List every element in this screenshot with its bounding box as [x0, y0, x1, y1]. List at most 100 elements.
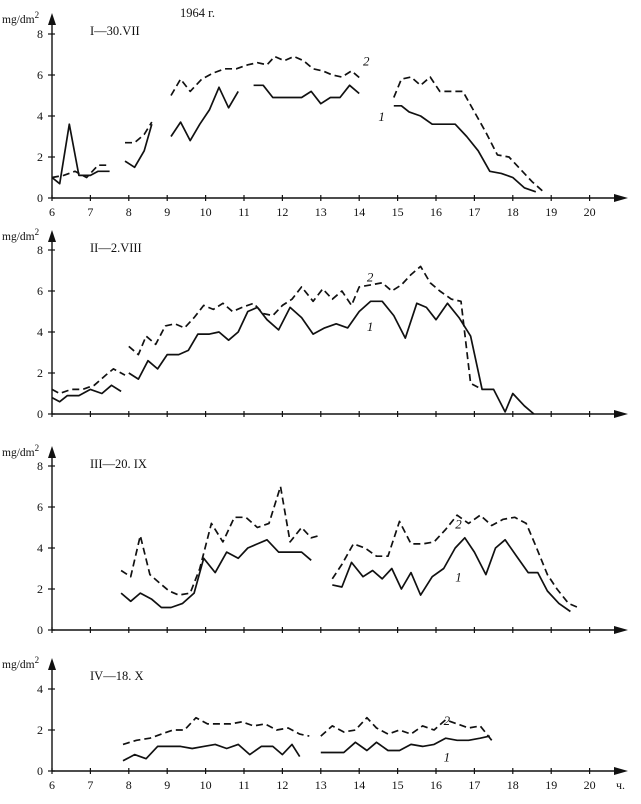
series-line	[51, 123, 110, 185]
y-tick-label: 8	[37, 243, 43, 257]
x-tick-label: 17	[468, 778, 480, 792]
y-tick-label: 8	[37, 27, 43, 41]
x-tick-label: 9	[164, 205, 170, 219]
panel-3: 0 2 4 6 8mg/dm2 III—20. IX 1 2	[2, 443, 628, 637]
y-tick-label: 2	[37, 366, 43, 380]
y-axis-arrow	[48, 13, 56, 25]
x-tick-label: 10	[200, 778, 212, 792]
series-line	[393, 76, 545, 193]
series-line	[331, 514, 579, 609]
panel-title: II—2.VIII	[90, 241, 142, 255]
series-line	[253, 84, 360, 105]
x-tick-label: 14	[353, 778, 365, 792]
y-axis-arrow	[48, 446, 56, 458]
series-line	[170, 55, 362, 96]
x-tick-label: 15	[392, 205, 404, 219]
x-tick-label: 7	[87, 205, 93, 219]
y-tick-label: 0	[37, 623, 43, 637]
y-tick-label: 4	[37, 325, 43, 339]
x-tick-label: 18	[507, 778, 519, 792]
y-axis-label: mg/dm2	[2, 10, 39, 26]
x-tick-label: 14	[353, 205, 365, 219]
x-axis-arrow	[614, 626, 628, 634]
y-tick-label: 6	[37, 284, 43, 298]
series-label: 1	[367, 319, 374, 334]
y-axis-label: mg/dm2	[2, 227, 39, 243]
x-tick-label: 19	[545, 205, 557, 219]
panel-2: 0 2 4 6 8mg/dm2 II—2.VIII 1 2	[2, 227, 628, 421]
y-axis-arrow	[48, 658, 56, 670]
x-tick-label: 13	[315, 205, 327, 219]
x-axis-arrow	[614, 767, 628, 775]
panel-title: III—20. IX	[90, 457, 147, 471]
series-label: 2	[444, 713, 451, 728]
series-2-dashed: 2	[51, 54, 545, 193]
series-1-solid: 1	[51, 300, 535, 415]
series-line	[51, 368, 126, 395]
series-line	[51, 384, 122, 403]
series-label: 1	[378, 109, 385, 124]
y-tick-label: 4	[37, 682, 43, 696]
y-tick-label: 2	[37, 723, 43, 737]
y-axis-label: mg/dm2	[2, 443, 39, 459]
y-tick-label: 0	[37, 191, 43, 205]
x-tick-label: 11	[238, 205, 250, 219]
x-tick-label: 13	[315, 778, 327, 792]
x-tick-label: 12	[276, 205, 288, 219]
series-line	[128, 265, 483, 391]
series-line	[51, 164, 110, 179]
y-tick-label: 0	[37, 407, 43, 421]
series-line	[120, 485, 320, 596]
panel-title: I—30.VII	[90, 24, 140, 38]
series-label: 1	[455, 570, 462, 585]
x-tick-label: 18	[507, 205, 519, 219]
y-axis-arrow	[48, 230, 56, 242]
y-tick-label: 0	[37, 764, 43, 778]
y-tick-label: 8	[37, 459, 43, 473]
series-1-solid: 1	[120, 536, 571, 613]
x-tick-label: 11	[238, 778, 250, 792]
x-tick-label: 16	[430, 205, 442, 219]
panel-title: IV—18. X	[90, 669, 143, 683]
series-line	[332, 536, 571, 613]
series-line	[320, 716, 493, 741]
y-tick-label: 6	[37, 500, 43, 514]
x-tick-label: 8	[126, 205, 132, 219]
series-line	[122, 716, 310, 746]
x-tick-label: 16	[430, 778, 442, 792]
y-tick-label: 6	[37, 68, 43, 82]
y-tick-label: 2	[37, 582, 43, 596]
x-unit-label: ч.	[616, 778, 625, 792]
series-label: 1	[444, 750, 451, 765]
series-1-solid: 1	[51, 84, 537, 193]
series-2-dashed: 2	[51, 265, 483, 395]
series-2-dashed: 2	[120, 485, 579, 609]
x-tick-label: 9	[164, 778, 170, 792]
series-label: 2	[455, 516, 462, 531]
x-tick-label: 19	[545, 778, 557, 792]
x-tick-label: 15	[392, 778, 404, 792]
series-line	[128, 300, 535, 415]
x-tick-label: 6	[49, 778, 55, 792]
x-tick-label: 6	[49, 205, 55, 219]
series-label: 2	[367, 270, 374, 285]
series-line	[320, 735, 490, 754]
x-tick-label: 7	[87, 778, 93, 792]
x-tick-label: 10	[200, 205, 212, 219]
series-line	[122, 743, 301, 762]
series-2-dashed: 2	[122, 713, 493, 746]
x-tick-label: 17	[468, 205, 480, 219]
y-axis-label: mg/dm2	[2, 655, 39, 671]
y-tick-label: 2	[37, 150, 43, 164]
series-line	[125, 121, 153, 144]
x-tick-label: 20	[584, 778, 596, 792]
series-1-solid: 1	[122, 735, 490, 765]
series-line	[120, 538, 312, 609]
y-tick-label: 4	[37, 541, 43, 555]
series-label: 2	[363, 54, 370, 69]
series-line	[393, 104, 537, 193]
